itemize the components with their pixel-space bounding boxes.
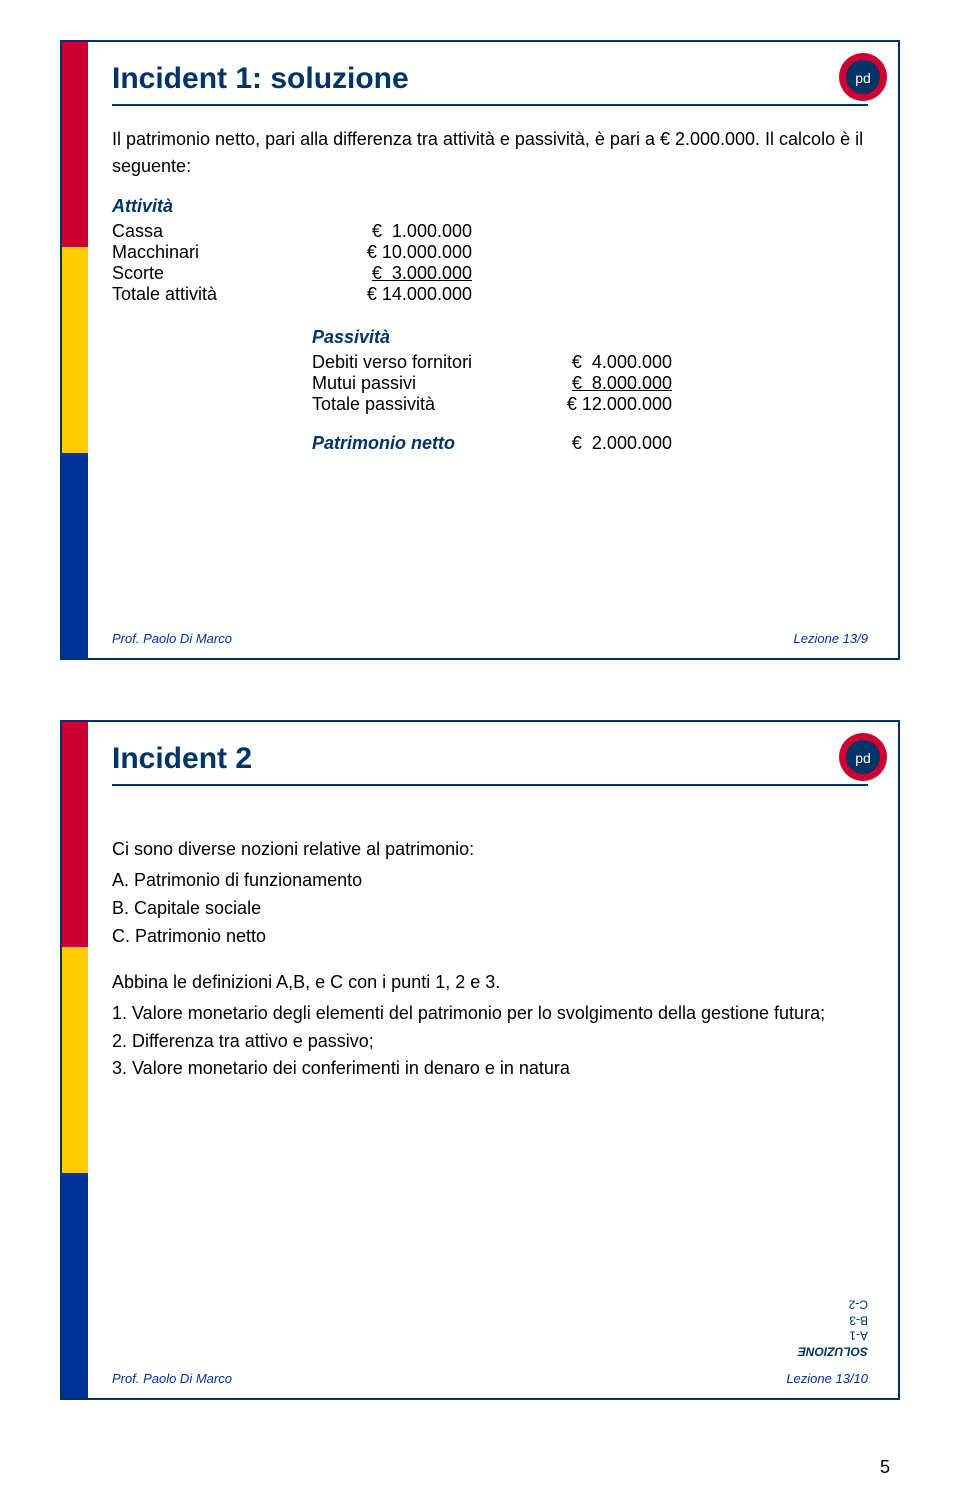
slide-1: pd Incident 1: soluzione Il patrimonio n… [60, 40, 900, 660]
slide-1-intro: Il patrimonio netto, pari alla differenz… [112, 126, 868, 180]
stripe-blue [62, 1173, 88, 1398]
solution-line: A-1 [798, 1327, 868, 1343]
row-value: € 14.000.000 [332, 284, 472, 305]
attivita-table: Cassa € 1.000.000 Macchinari € 10.000.00… [112, 221, 868, 305]
table-row: Scorte € 3.000.000 [112, 263, 868, 284]
table-row: Debiti verso fornitori € 4.000.000 [312, 352, 868, 373]
slide-2-task: Abbina le definizioni A,B, e C con i pun… [112, 969, 868, 996]
row-value: € 12.000.000 [532, 394, 672, 415]
row-value: € 4.000.000 [532, 352, 672, 373]
definitions-list: 1. Valore monetario degli elementi del p… [112, 1000, 868, 1084]
slide-1-footer-left: Prof. Paolo Di Marco [112, 631, 232, 646]
slide-2-title: Incident 2 [112, 742, 868, 776]
list-item: B. Capitale sociale [112, 895, 868, 923]
list-item: 2. Differenza tra attivo e passivo; [112, 1028, 868, 1056]
slide-1-footer-right: Lezione 13/9 [794, 631, 868, 646]
table-row: Patrimonio netto € 2.000.000 [312, 433, 868, 458]
row-label: Totale attività [112, 284, 332, 305]
table-row: Totale passività € 12.000.000 [312, 394, 868, 415]
row-value: € 10.000.000 [332, 242, 472, 263]
row-label: Totale passività [312, 394, 532, 415]
passivita-block: Passività Debiti verso fornitori € 4.000… [312, 327, 868, 458]
side-stripes [62, 722, 88, 1398]
passivita-table: Debiti verso fornitori € 4.000.000 Mutui… [312, 352, 868, 415]
title-underline [112, 784, 868, 786]
table-row: Macchinari € 10.000.000 [112, 242, 868, 263]
slide-2-footer-right: Lezione 13/10 [786, 1371, 868, 1386]
slide-2-intro: Ci sono diverse nozioni relative al patr… [112, 836, 868, 863]
row-value: € 3.000.000 [332, 263, 472, 284]
list-item: 3. Valore monetario dei conferimenti in … [112, 1055, 868, 1083]
side-stripes [62, 42, 88, 658]
list-item: 1. Valore monetario degli elementi del p… [112, 1000, 868, 1028]
list-item: A. Patrimonio di funzionamento [112, 867, 868, 895]
solution-line: C-2 [798, 1296, 868, 1312]
options-list: A. Patrimonio di funzionamento B. Capita… [112, 867, 868, 951]
stripe-red [62, 42, 88, 247]
table-row: Totale attività € 14.000.000 [112, 284, 868, 305]
solution-line: B-3 [798, 1311, 868, 1327]
attivita-block: Attività Cassa € 1.000.000 Macchinari € … [112, 196, 868, 305]
stripe-red [62, 722, 88, 947]
row-label: Cassa [112, 221, 332, 242]
slide-2: pd Incident 2 Ci sono diverse nozioni re… [60, 720, 900, 1400]
title-underline [112, 104, 868, 106]
table-row: Mutui passivi € 8.000.000 [312, 373, 868, 394]
list-item: C. Patrimonio netto [112, 923, 868, 951]
page-number: 5 [880, 1457, 890, 1478]
row-value: € 8.000.000 [532, 373, 672, 394]
patrimonio-value: € 2.000.000 [532, 433, 672, 458]
slide-2-footer-left: Prof. Paolo Di Marco [112, 1371, 232, 1386]
slide-2-content: Incident 2 Ci sono diverse nozioni relat… [112, 742, 868, 1378]
patrimonio-netto-row: Patrimonio netto € 2.000.000 [312, 433, 868, 458]
row-value: € 1.000.000 [332, 221, 472, 242]
row-label: Macchinari [112, 242, 332, 263]
row-label: Debiti verso fornitori [312, 352, 532, 373]
table-row: Cassa € 1.000.000 [112, 221, 868, 242]
passivita-heading: Passività [312, 327, 868, 348]
row-label: Mutui passivi [312, 373, 532, 394]
patrimonio-label: Patrimonio netto [312, 433, 532, 454]
stripe-yellow [62, 947, 88, 1172]
attivita-heading: Attività [112, 196, 868, 217]
row-label: Scorte [112, 263, 332, 284]
solution-heading: SOLUZIONE [798, 1342, 868, 1358]
solution-answer: SOLUZIONE A-1 B-3 C-2 [798, 1296, 868, 1358]
slide-1-title: Incident 1: soluzione [112, 62, 868, 96]
stripe-yellow [62, 247, 88, 452]
slide-1-content: Incident 1: soluzione Il patrimonio nett… [112, 62, 868, 638]
stripe-blue [62, 453, 88, 658]
